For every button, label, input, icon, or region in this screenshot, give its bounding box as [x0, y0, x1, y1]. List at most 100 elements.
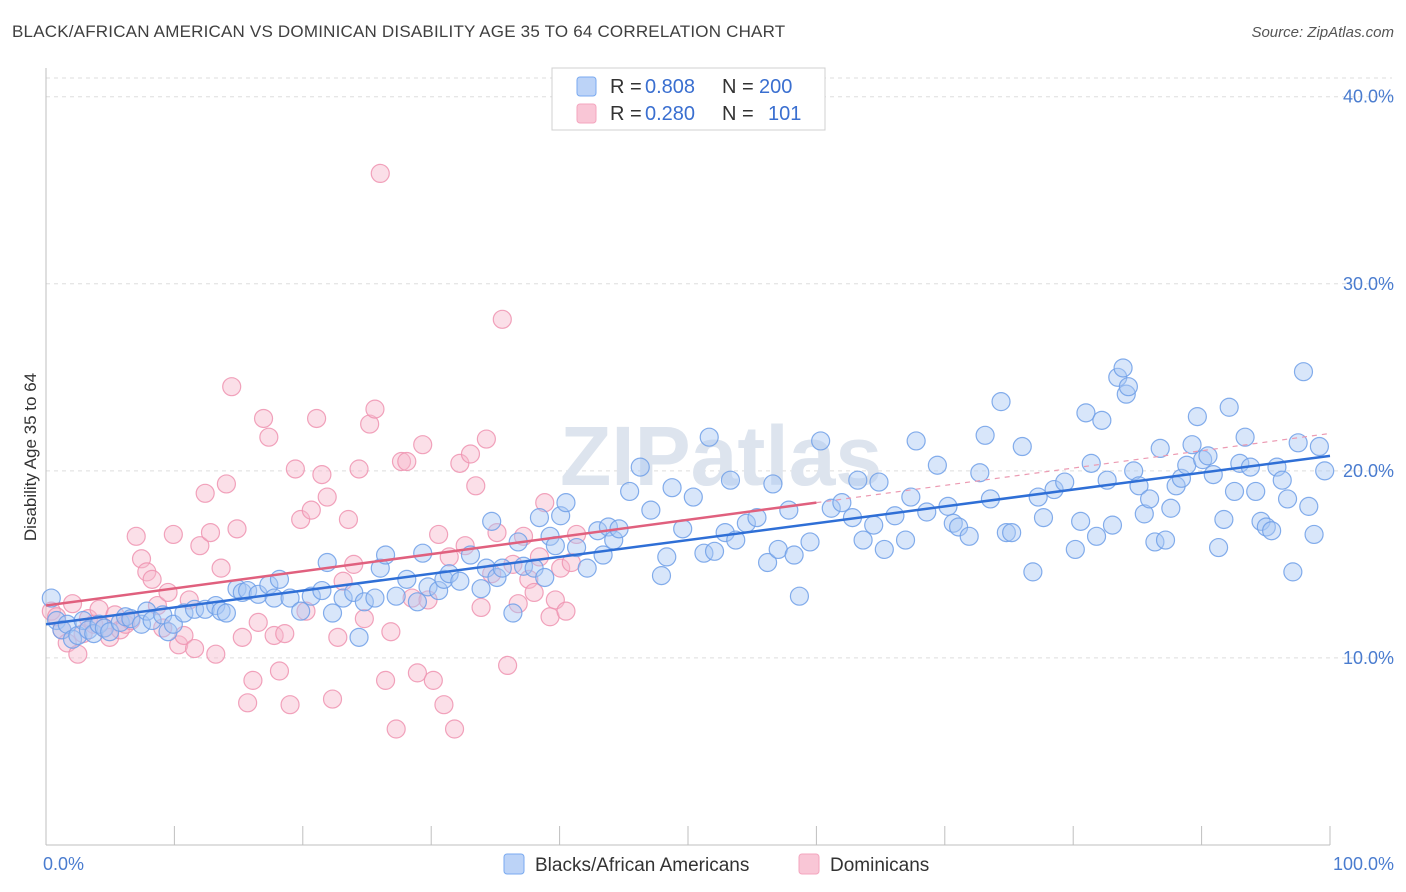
dominican-point-36 — [232, 627, 252, 647]
black-point-66 — [529, 508, 550, 528]
black-point-61 — [492, 558, 512, 578]
dominican-point-66 — [391, 451, 412, 472]
black-point-177 — [1293, 362, 1314, 382]
black-point-118 — [943, 513, 963, 533]
dominican-point-38 — [243, 670, 263, 690]
black-point-114 — [906, 431, 926, 451]
dominican-point-91 — [524, 582, 544, 603]
black-point-36 — [301, 586, 321, 606]
dominican-point-49 — [301, 500, 321, 520]
dominican-trend-extension — [816, 432, 1331, 504]
watermark: ZIPatlas — [560, 409, 882, 503]
black-point-21 — [174, 603, 194, 623]
black-point-42 — [349, 627, 369, 647]
dominican-point-16 — [126, 526, 146, 546]
legend-swatch-blacks — [576, 76, 597, 97]
x-tick-label-max: 100.0% — [1333, 854, 1394, 874]
black-point-32 — [264, 588, 284, 608]
dominican-point-84 — [487, 522, 507, 543]
dominican-point-40 — [253, 408, 274, 429]
legend-n-label-2: N = — [722, 103, 754, 125]
black-point-95 — [757, 552, 778, 573]
black-point-97 — [768, 539, 788, 560]
dominican-point-62 — [370, 163, 390, 184]
black-point-84 — [662, 478, 682, 498]
dominican-point-43 — [269, 661, 290, 681]
black-point-110 — [874, 539, 894, 560]
dominican-point-22 — [158, 582, 178, 603]
black-point-124 — [991, 392, 1011, 412]
black-point-166 — [1235, 427, 1255, 447]
black-point-82 — [651, 566, 672, 586]
black-point-0 — [41, 588, 61, 608]
black-point-99 — [784, 545, 804, 565]
black-point-5 — [68, 625, 88, 646]
dominican-point-33 — [216, 474, 236, 494]
black-point-98 — [779, 500, 799, 520]
black-point-173 — [1272, 470, 1292, 490]
black-point-43 — [354, 592, 374, 612]
black-point-8 — [84, 624, 104, 644]
black-point-51 — [418, 577, 438, 597]
black-point-80 — [630, 457, 650, 477]
dominican-point-70 — [413, 435, 433, 455]
black-point-150 — [1150, 438, 1170, 459]
black-point-147 — [1134, 504, 1154, 524]
black-point-4 — [62, 629, 83, 649]
black-point-130 — [1033, 508, 1054, 528]
black-point-158 — [1193, 450, 1213, 470]
dominican-point-79 — [460, 444, 481, 464]
dominican-point-53 — [322, 689, 343, 709]
black-point-181 — [1315, 461, 1335, 481]
dominican-point-32 — [211, 558, 231, 578]
dominican-point-96 — [551, 558, 571, 578]
dominican-point-41 — [259, 427, 279, 447]
black-point-142 — [1113, 358, 1133, 378]
black-point-152 — [1161, 498, 1181, 518]
dominican-point-21 — [153, 618, 173, 638]
bottom-legend-label-dominicans: Dominicans — [830, 855, 929, 876]
dominican-point-11 — [100, 627, 120, 647]
black-point-91 — [720, 470, 741, 490]
black-point-136 — [1081, 453, 1101, 473]
black-point-75 — [593, 545, 613, 565]
source-label: Source: ZipAtlas.com — [1251, 24, 1394, 41]
black-point-9 — [89, 614, 109, 634]
y-tick-label-1: 20.0% — [1343, 461, 1394, 481]
black-point-143 — [1116, 384, 1136, 404]
dominican-point-54 — [328, 627, 348, 647]
black-point-55 — [450, 571, 470, 591]
black-point-121 — [970, 463, 990, 483]
black-point-52 — [429, 580, 449, 601]
black-point-151 — [1155, 530, 1176, 550]
black-point-180 — [1309, 436, 1329, 457]
black-point-171 — [1262, 521, 1282, 541]
dominican-point-69 — [407, 663, 428, 683]
black-point-122 — [975, 425, 995, 445]
black-point-53 — [434, 569, 454, 589]
black-point-134 — [1071, 511, 1091, 531]
black-point-81 — [641, 500, 661, 520]
black-point-104 — [832, 493, 852, 513]
black-point-72 — [566, 537, 587, 558]
dominican-point-59 — [354, 609, 374, 629]
y-axis-label: Disability Age 35 to 64 — [21, 373, 40, 541]
black-point-168 — [1246, 481, 1266, 502]
dominican-point-50 — [306, 408, 327, 429]
x-tick-label-min: 0.0% — [43, 854, 84, 874]
dominican-point-86 — [498, 655, 518, 676]
black-point-170 — [1256, 517, 1276, 537]
y-tick-label-2: 30.0% — [1343, 274, 1394, 294]
black-point-144 — [1118, 377, 1138, 397]
black-point-178 — [1299, 496, 1319, 516]
black-point-148 — [1140, 489, 1160, 509]
dominican-point-24 — [169, 635, 189, 655]
black-point-79 — [620, 481, 640, 502]
black-point-125 — [996, 522, 1016, 543]
dominican-point-85 — [492, 309, 512, 329]
black-point-127 — [1012, 436, 1032, 457]
dominican-point-76 — [444, 719, 465, 739]
black-point-73 — [577, 558, 597, 578]
dominican-point-60 — [360, 414, 380, 434]
